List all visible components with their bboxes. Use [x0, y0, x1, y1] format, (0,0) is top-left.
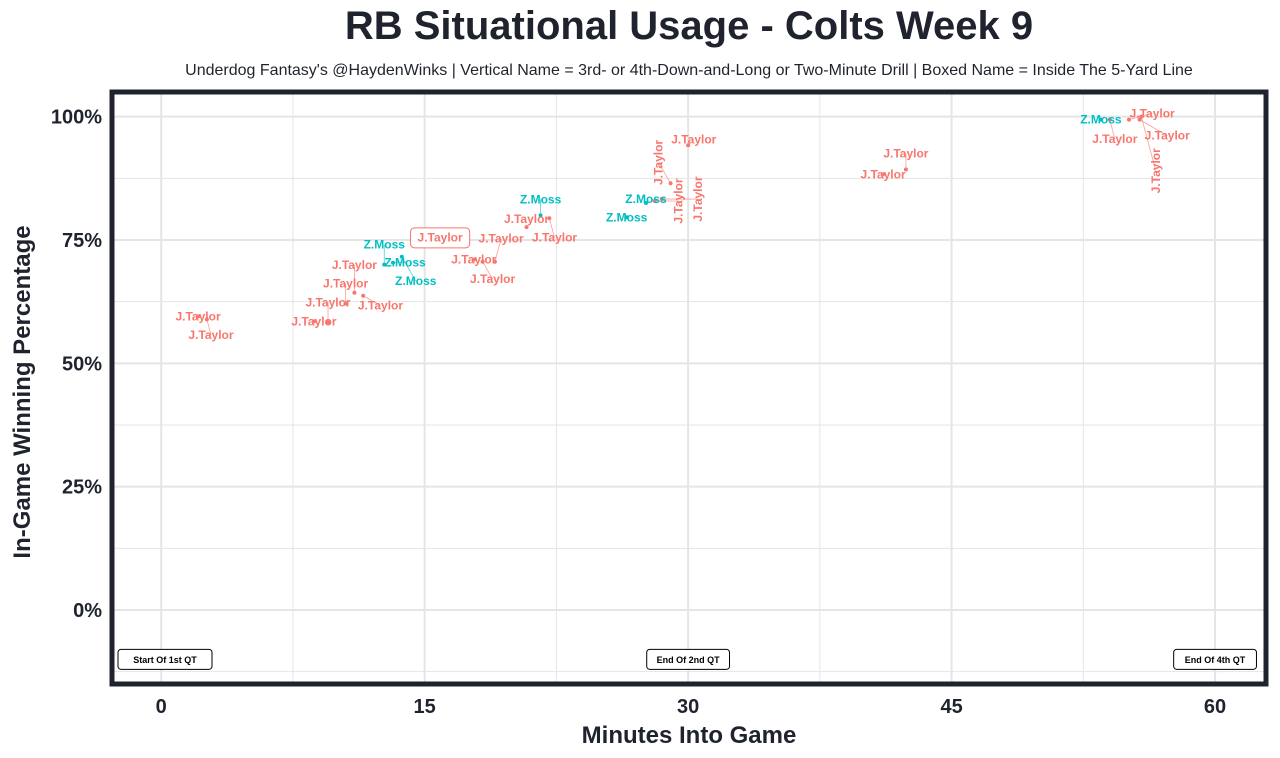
- data-point: [1126, 117, 1131, 122]
- data-point: [352, 290, 357, 295]
- data-label: Z.Moss: [395, 274, 437, 288]
- data-point: [311, 319, 316, 324]
- y-tick-label: 50%: [62, 353, 102, 375]
- data-point: [903, 167, 908, 172]
- data-point: [547, 216, 552, 221]
- x-axis: 0 15 30 45 60: [156, 696, 1227, 718]
- data-label-vertical: J.Taylor: [652, 140, 666, 185]
- data-point: [399, 254, 404, 259]
- data-label: J.Taylor: [358, 299, 403, 313]
- annotations: Start Of 1st QT End Of 2nd QT End Of 4th Q…: [117, 648, 1257, 670]
- data-label: J.Taylor: [305, 295, 350, 309]
- data-label: J.Taylor: [1145, 129, 1190, 143]
- data-point: [326, 320, 331, 325]
- boxed-label-frame: [410, 227, 471, 249]
- annotation-label: End Of 2nd QT: [657, 655, 720, 665]
- leader-line: [362, 295, 381, 307]
- y-tick-label: 75%: [62, 230, 102, 252]
- data-point: [391, 260, 396, 265]
- y-axis-label: In-Game Winning Percentage: [9, 225, 36, 558]
- chart-title: RB Situational Usage - Colts Week 9: [345, 4, 1033, 48]
- data-point: [524, 225, 529, 230]
- leader-line: [548, 218, 555, 238]
- x-axis-label: Minutes Into Game: [582, 722, 797, 749]
- x-tick-label: 15: [414, 696, 436, 718]
- data-label: Z.Moss: [1080, 113, 1122, 127]
- data-label: J.Taylor: [470, 272, 515, 286]
- x-tick-label: 60: [1204, 696, 1226, 718]
- data-label: J.Taylor: [532, 231, 577, 245]
- y-tick-label: 0%: [73, 600, 102, 622]
- y-axis: 0% 25% 50% 75% 100%: [51, 107, 102, 622]
- data-point: [624, 215, 629, 220]
- data-label: Z.Moss: [364, 238, 406, 252]
- data-point: [471, 257, 476, 262]
- data-label: J.Taylor: [504, 212, 549, 226]
- annotation-box: [117, 648, 213, 670]
- data-label: J.Taylor: [861, 167, 906, 181]
- leader-line: [494, 238, 502, 262]
- annotation-box: [1173, 648, 1257, 670]
- data-point: [538, 213, 543, 218]
- leader-line: [1109, 119, 1116, 140]
- leader-line: [482, 261, 493, 280]
- data-point: [668, 181, 673, 186]
- data-label: Z.Moss: [625, 192, 667, 206]
- leader-line: [1139, 119, 1168, 136]
- data-label-vertical: J.Taylor: [691, 176, 705, 221]
- data-point: [1107, 117, 1112, 122]
- data-label: Z.Moss: [384, 256, 426, 270]
- annotation-label: Start Of 1st QT: [133, 655, 197, 665]
- data-label: J.Taylor: [332, 258, 377, 272]
- data-point: [652, 199, 657, 204]
- data-point: [343, 301, 348, 306]
- annotation-label: End Of 4th QT: [1185, 655, 1246, 665]
- label-leader-lines: [206, 113, 1168, 335]
- data-point: [382, 262, 387, 267]
- x-tick-label: 45: [940, 696, 962, 718]
- data-points: [196, 114, 1144, 325]
- chart-subtitle: Underdog Fantasy's @HaydenWinks | Vertic…: [185, 62, 1193, 79]
- data-point: [480, 259, 485, 264]
- leader-line: [401, 256, 417, 282]
- data-label: J.Taylor: [479, 232, 524, 246]
- data-label: J.Taylor: [883, 146, 928, 160]
- grid: [112, 92, 1266, 684]
- data-point: [881, 172, 886, 177]
- data-label: J.Taylor: [1130, 106, 1175, 120]
- x-tick-label: 30: [677, 696, 699, 718]
- data-label: J.Taylor: [188, 328, 233, 342]
- data-label-boxed: J.Taylor: [418, 230, 463, 244]
- panel-border: [109, 89, 1269, 687]
- data-label: Z.Moss: [520, 192, 562, 206]
- data-label-vertical: J.Taylor: [672, 178, 686, 223]
- data-label: J.Taylor: [451, 253, 496, 267]
- y-tick-label: 25%: [62, 477, 102, 499]
- data-point: [1098, 117, 1103, 122]
- data-point: [492, 259, 497, 264]
- data-point: [686, 143, 691, 148]
- data-label: J.Taylor: [671, 133, 716, 147]
- data-point: [361, 293, 366, 298]
- data-point: [1137, 117, 1142, 122]
- leader-line: [1140, 116, 1157, 171]
- leader-line: [658, 162, 671, 184]
- data-label: J.Taylor: [175, 309, 220, 323]
- annotation-box: [646, 648, 731, 670]
- data-label: J.Taylor: [1092, 132, 1137, 146]
- data-point: [204, 317, 209, 322]
- data-labels: J.Taylor J.Taylor J.Taylor J.Taylor J.Taylor…: [175, 106, 1190, 341]
- data-point: [659, 197, 664, 202]
- data-label: J.Taylor: [323, 277, 368, 291]
- y-tick-label: 100%: [51, 107, 102, 129]
- data-label: Z.Moss: [606, 210, 648, 224]
- leader-line: [206, 319, 212, 335]
- x-tick-label: 0: [156, 696, 167, 718]
- data-label: J.Taylor: [291, 314, 336, 328]
- data-point: [1139, 114, 1144, 119]
- data-point: [196, 314, 201, 319]
- data-point: [643, 201, 648, 205]
- data-label-vertical: J.Taylor: [1149, 148, 1163, 193]
